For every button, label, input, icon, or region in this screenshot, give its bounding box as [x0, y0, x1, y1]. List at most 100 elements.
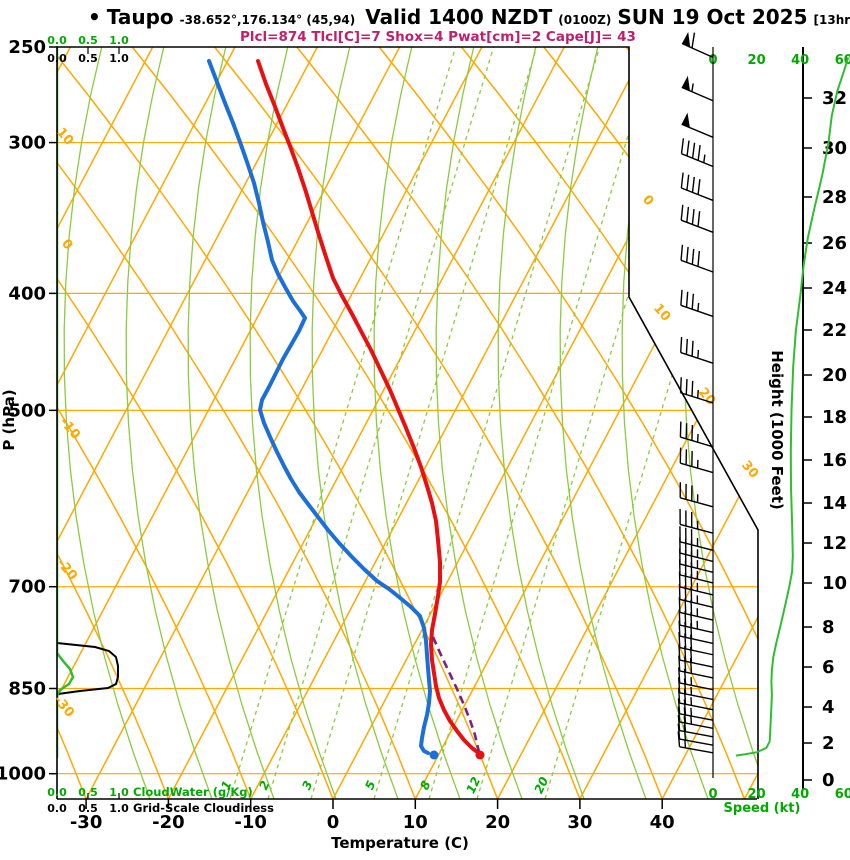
surface-temperature-dot [475, 750, 485, 760]
temp-tick-label: -20 [152, 812, 185, 833]
cloudwater-scale-top: 1.0 [109, 34, 129, 47]
speed-tick-bottom: 0 [708, 787, 717, 802]
wind-barb [680, 337, 714, 364]
parcel-path [431, 636, 481, 753]
valid-z-time: (0100Z) [558, 13, 612, 27]
pressure-tick-label: 500 [8, 400, 46, 421]
wind-barb [680, 244, 714, 273]
wind-barb [677, 731, 714, 754]
cloudiness-axis-title: Grid-Scale Cloudiness [133, 801, 274, 815]
temp-tick-label: 40 [650, 812, 675, 833]
mixing-ratio-label: 12 [464, 775, 484, 796]
height-tick-label: 22 [822, 320, 847, 341]
height-tick-label: 28 [822, 187, 847, 208]
height-tick-label: 26 [822, 233, 847, 254]
mixing-ratio-lines [229, 47, 758, 799]
cloudiness-profile [57, 642, 119, 695]
isotherm-label: 0 [639, 192, 656, 209]
wind-barb [679, 482, 714, 508]
speed-tick-top: 20 [748, 53, 766, 68]
cloudiness-scale-top: 0.0 [47, 52, 67, 65]
cloudiness-scale-top: 1.0 [109, 52, 129, 65]
valid-time: Valid 1400 NZDT [365, 5, 553, 29]
temp-tick-label: 10 [403, 812, 428, 833]
wind-barb [681, 32, 714, 59]
wind-barb [679, 508, 714, 534]
cloudiness-scale-bottom: 0.0 [47, 802, 67, 815]
station-bullet-icon: • [88, 5, 101, 29]
height-tick-label: 14 [822, 493, 847, 514]
temp-tick-label: 30 [567, 812, 592, 833]
mixing-ratio-label: 20 [532, 775, 552, 796]
height-axis-title: Height (1000 Feet) [768, 350, 786, 510]
speed-tick-bottom: 60 [835, 787, 850, 802]
chart-header: • Taupo -38.652°,176.134° (45,94) Valid … [88, 5, 850, 29]
cloud-profiles [57, 47, 119, 758]
station-coords: -38.652°,176.134° (45,94) [179, 13, 356, 27]
temperature-curve [256, 59, 482, 756]
valid-date: SUN 19 Oct 2025 [617, 5, 808, 29]
forecast-tag: [13hrFcst@1610z] [813, 13, 850, 27]
isotherms [57, 47, 758, 799]
cloudwater-scale-bottom: 0.0 [47, 786, 67, 799]
skewt-background [57, 47, 758, 799]
wind-barb [680, 204, 714, 233]
height-tick-label: 16 [822, 450, 847, 471]
wind-barb [680, 138, 714, 168]
wind-barb [680, 172, 714, 202]
wind-barb [679, 447, 714, 474]
wind-barb [679, 421, 714, 448]
cloud-water-profile [57, 47, 75, 758]
wind-barb [678, 631, 714, 656]
height-tick-label: 32 [822, 88, 847, 109]
wind-barb [679, 377, 714, 404]
temperature-axis: -30 -20 -10 0 10 20 30 40 Temperature (C) [70, 799, 675, 852]
isobar-lines [57, 141, 758, 775]
cloudwater-scale-top: 0.0 [47, 34, 67, 47]
cloudiness-scale-bottom: 1.0 [109, 802, 129, 815]
dry-adiabat-label: 0 [58, 236, 75, 253]
height-tick-label: 12 [822, 533, 847, 554]
pressure-tick-label: 850 [8, 678, 46, 699]
cloudiness-scale-top: 0.5 [78, 52, 98, 65]
height-tick-label: 10 [822, 573, 847, 594]
sounding-curves [207, 59, 485, 760]
height-tick-label: 24 [822, 278, 847, 299]
dry-adiabat-label: -30 [50, 693, 77, 721]
speed-tick-bottom: 20 [748, 787, 766, 802]
cloudwater-scale-top: 0.5 [78, 34, 98, 47]
pressure-tick-label: 300 [8, 133, 46, 154]
temp-tick-label: 0 [327, 812, 340, 833]
wind-barbs [677, 32, 714, 754]
pressure-tick-label: 250 [8, 37, 46, 58]
pressure-tick-label: 400 [8, 283, 46, 304]
pressure-tick-label: 1000 [0, 764, 46, 785]
isotherm-label: 20 [695, 385, 718, 409]
height-tick-label: 2 [822, 733, 835, 754]
pressure-axis-title: P (hPa) [0, 389, 18, 450]
isotherm-label: 30 [738, 458, 761, 482]
pressure-tick-label: 700 [8, 577, 46, 598]
plot-border [56, 46, 759, 800]
dry-adiabat-label: -10 [56, 415, 83, 443]
speed-axis: 00202040406060Speed (kt) [708, 47, 850, 816]
dewpoint-curve [207, 59, 432, 755]
wind-barb [681, 75, 714, 102]
temp-axis-title: Temperature (C) [331, 834, 469, 852]
pressure-axis: 250 300 400 500 700 850 1000 P (hPa) [0, 37, 57, 785]
temp-tick-label: 20 [485, 812, 510, 833]
speed-axis-title: Speed (kt) [724, 801, 801, 816]
temp-tick-label: -10 [234, 812, 267, 833]
cloudwater-axis-title: CloudWater (g/Kg) [133, 785, 253, 799]
wind-speed-curve [735, 57, 850, 757]
cloud-scales: 0.0 0.0 0.0 0.0 0.5 0.5 0.5 0.5 1.0 1.0 1.0 1.0 Clou… [47, 34, 274, 815]
height-tick-label: 8 [822, 617, 835, 638]
speed-profile [735, 57, 850, 757]
stability-indices: Plcl=874 Tlcl[C]=7 Shox=4 Pwat[cm]=2 Cap… [240, 29, 636, 45]
dry-adiabats [57, 47, 758, 799]
surface-dewpoint-dot [429, 750, 439, 760]
height-tick-label: 6 [822, 657, 835, 678]
